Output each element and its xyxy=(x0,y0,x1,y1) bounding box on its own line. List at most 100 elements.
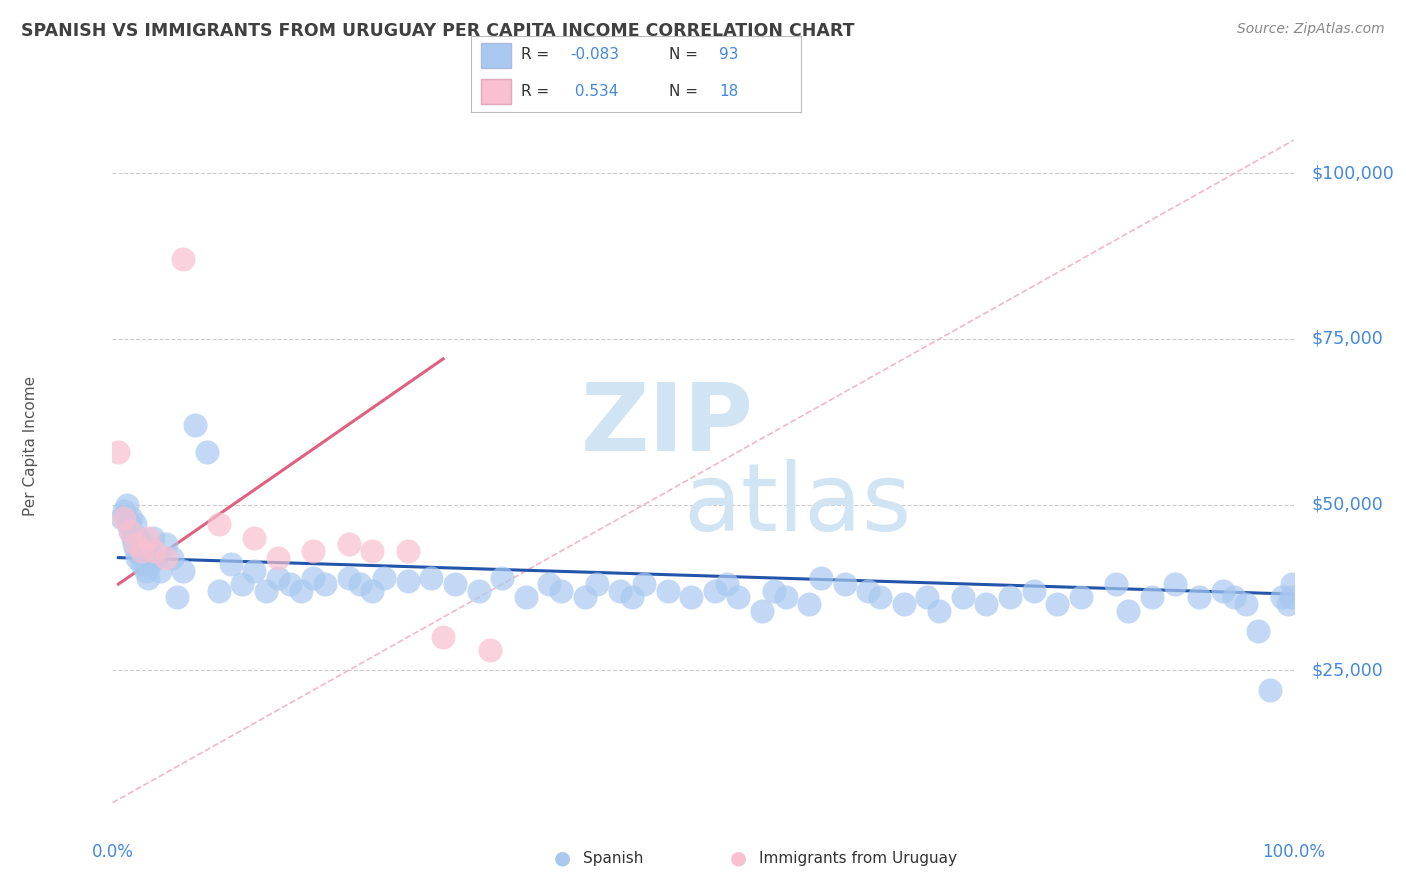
Point xyxy=(1281,577,1303,591)
Text: $100,000: $100,000 xyxy=(1312,164,1393,182)
Point xyxy=(135,564,157,578)
Text: 0.534: 0.534 xyxy=(571,84,619,98)
Point xyxy=(928,604,950,618)
Text: N =: N = xyxy=(669,47,699,62)
Point xyxy=(132,537,155,551)
Point xyxy=(361,544,384,558)
Point xyxy=(337,570,360,584)
Point xyxy=(1271,591,1294,605)
Point xyxy=(1116,604,1139,618)
Text: 18: 18 xyxy=(718,84,738,98)
Point xyxy=(893,597,915,611)
Text: Spanish: Spanish xyxy=(583,851,644,865)
Point xyxy=(1212,583,1234,598)
Text: Immigrants from Uruguay: Immigrants from Uruguay xyxy=(759,851,957,865)
Point xyxy=(142,544,165,558)
Point xyxy=(751,604,773,618)
Point xyxy=(834,577,856,591)
Point xyxy=(574,591,596,605)
Point xyxy=(432,630,454,644)
Point xyxy=(1022,583,1045,598)
Point xyxy=(243,531,266,545)
Point xyxy=(1223,591,1246,605)
Point xyxy=(444,577,467,591)
Point xyxy=(585,577,607,591)
Point xyxy=(127,531,149,545)
Point xyxy=(302,544,325,558)
Point xyxy=(799,597,821,611)
Point xyxy=(172,564,194,578)
Point xyxy=(127,550,149,565)
Point xyxy=(1140,591,1163,605)
Point xyxy=(118,517,141,532)
Point xyxy=(131,544,153,558)
Point xyxy=(1277,597,1299,611)
Text: $50,000: $50,000 xyxy=(1312,496,1384,514)
Text: atlas: atlas xyxy=(683,458,911,550)
Point xyxy=(131,558,153,572)
Text: 100.0%: 100.0% xyxy=(1263,843,1324,861)
Point xyxy=(1188,591,1211,605)
FancyBboxPatch shape xyxy=(481,78,510,104)
Point xyxy=(172,252,194,267)
Point xyxy=(681,591,703,605)
Point xyxy=(1164,577,1187,591)
Point xyxy=(621,591,644,605)
Point xyxy=(515,591,537,605)
Point xyxy=(1258,683,1281,698)
Point xyxy=(302,570,325,584)
Point xyxy=(1247,624,1270,638)
Point xyxy=(396,544,419,558)
Point xyxy=(479,643,502,657)
Point xyxy=(657,583,679,598)
Point xyxy=(166,591,188,605)
Point xyxy=(149,564,172,578)
FancyBboxPatch shape xyxy=(481,43,510,68)
Point xyxy=(219,558,242,572)
Point xyxy=(129,544,152,558)
Point xyxy=(467,583,489,598)
Point xyxy=(120,524,142,538)
Point xyxy=(337,537,360,551)
Point xyxy=(762,583,785,598)
Point xyxy=(112,511,135,525)
Point xyxy=(267,550,290,565)
Point xyxy=(254,583,277,598)
Point xyxy=(538,577,561,591)
Text: $75,000: $75,000 xyxy=(1312,330,1384,348)
Point xyxy=(107,444,129,458)
Point xyxy=(633,577,655,591)
Point xyxy=(775,591,797,605)
Point xyxy=(125,537,148,551)
Point xyxy=(155,550,177,565)
Text: N =: N = xyxy=(669,84,699,98)
Point xyxy=(139,558,162,572)
Text: 93: 93 xyxy=(718,47,738,62)
Text: Per Capita Income: Per Capita Income xyxy=(24,376,38,516)
Point xyxy=(267,570,290,584)
Point xyxy=(550,583,572,598)
Point xyxy=(952,591,974,605)
Point xyxy=(136,570,159,584)
Point xyxy=(142,531,165,545)
Point xyxy=(135,544,157,558)
Text: R =: R = xyxy=(520,84,548,98)
Point xyxy=(122,537,145,551)
Point xyxy=(727,591,749,605)
Point xyxy=(136,531,159,545)
Point xyxy=(491,570,513,584)
Point xyxy=(143,550,166,565)
Text: ●: ● xyxy=(730,848,747,868)
Point xyxy=(278,577,301,591)
Point xyxy=(361,583,384,598)
Point xyxy=(716,577,738,591)
Point xyxy=(120,511,142,525)
Text: ZIP: ZIP xyxy=(581,379,754,471)
Point xyxy=(231,577,253,591)
Point xyxy=(195,444,218,458)
Text: $25,000: $25,000 xyxy=(1312,661,1384,680)
Point xyxy=(869,591,891,605)
Point xyxy=(184,418,207,433)
Text: ●: ● xyxy=(554,848,571,868)
Text: Source: ZipAtlas.com: Source: ZipAtlas.com xyxy=(1237,22,1385,37)
